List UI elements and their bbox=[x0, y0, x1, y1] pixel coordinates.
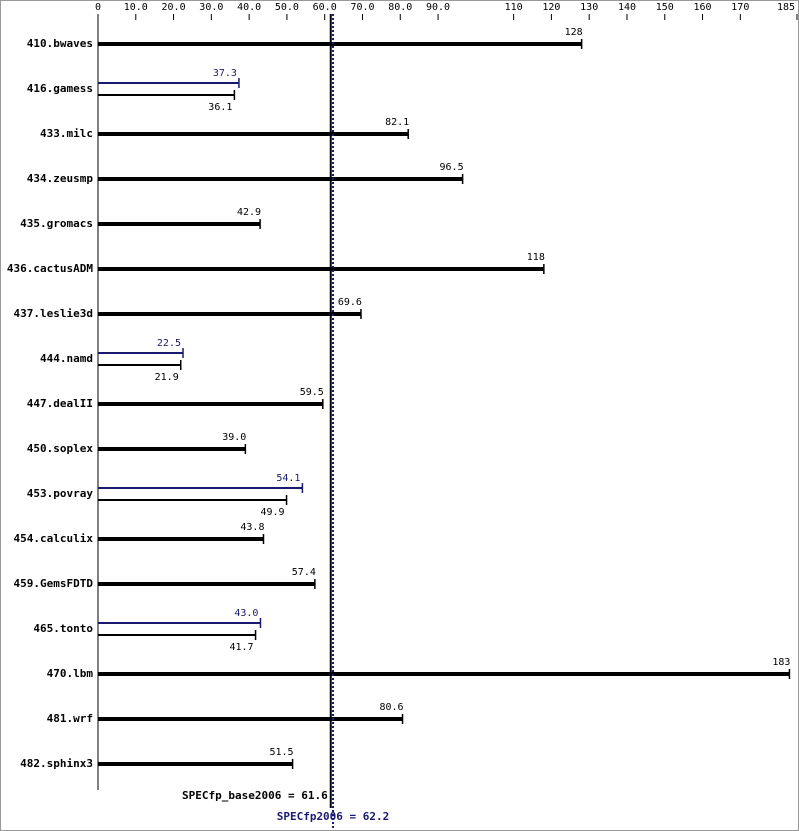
value-label: 183 bbox=[772, 657, 790, 668]
category-label: 410.bwaves bbox=[27, 37, 93, 50]
category-label: 482.sphinx3 bbox=[20, 757, 93, 770]
category-label: 454.calculix bbox=[14, 532, 94, 545]
category-label: 416.gamess bbox=[27, 82, 93, 95]
value-label: 82.1 bbox=[385, 117, 409, 128]
category-label: 433.milc bbox=[40, 127, 93, 140]
category-label: 453.povray bbox=[27, 487, 94, 500]
category-label: 435.gromacs bbox=[20, 217, 93, 230]
value-label: 59.5 bbox=[300, 387, 324, 398]
value-label: 128 bbox=[565, 27, 583, 38]
value-label: 49.9 bbox=[260, 507, 284, 518]
x-tick-label: 160 bbox=[694, 2, 712, 13]
x-tick-label: 10.0 bbox=[124, 2, 148, 13]
value-label: 51.5 bbox=[269, 747, 293, 758]
category-label: 434.zeusmp bbox=[27, 172, 94, 185]
category-label: 470.lbm bbox=[47, 667, 94, 680]
value-label: 41.7 bbox=[229, 642, 253, 653]
x-tick-label: 185 bbox=[777, 2, 795, 13]
value-label: 36.1 bbox=[208, 102, 232, 113]
x-tick-label: 150 bbox=[656, 2, 674, 13]
value-label: 54.1 bbox=[276, 473, 300, 484]
category-label: 459.GemsFDTD bbox=[14, 577, 94, 590]
x-tick-label: 80.0 bbox=[388, 2, 412, 13]
category-label: 465.tonto bbox=[33, 622, 93, 635]
category-label: 436.cactusADM bbox=[7, 262, 93, 275]
x-tick-label: 120 bbox=[542, 2, 560, 13]
value-label: 21.9 bbox=[155, 372, 179, 383]
value-label: 42.9 bbox=[237, 207, 261, 218]
value-label: 69.6 bbox=[338, 297, 362, 308]
x-tick-label: 140 bbox=[618, 2, 636, 13]
value-label: 22.5 bbox=[157, 338, 181, 349]
category-label: 447.dealII bbox=[27, 397, 93, 410]
category-label: 437.leslie3d bbox=[14, 307, 93, 320]
value-label: 37.3 bbox=[213, 68, 237, 79]
value-label: 39.0 bbox=[222, 432, 246, 443]
x-tick-label: 60.0 bbox=[313, 2, 337, 13]
x-tick-label: 70.0 bbox=[350, 2, 374, 13]
value-label: 118 bbox=[527, 252, 545, 263]
reference-label: SPECfp2006 = 62.2 bbox=[277, 810, 390, 823]
value-label: 43.0 bbox=[234, 608, 258, 619]
x-tick-label: 30.0 bbox=[199, 2, 223, 13]
x-tick-label: 130 bbox=[580, 2, 598, 13]
x-tick-label: 0 bbox=[95, 2, 101, 13]
x-tick-label: 170 bbox=[731, 2, 749, 13]
x-tick-label: 20.0 bbox=[162, 2, 186, 13]
value-label: 96.5 bbox=[440, 162, 464, 173]
category-label: 481.wrf bbox=[47, 712, 93, 725]
category-label: 450.soplex bbox=[27, 442, 94, 455]
value-label: 80.6 bbox=[379, 702, 403, 713]
value-label: 43.8 bbox=[240, 522, 264, 533]
value-label: 57.4 bbox=[292, 567, 316, 578]
x-tick-label: 40.0 bbox=[237, 2, 261, 13]
x-tick-label: 90.0 bbox=[426, 2, 450, 13]
x-tick-label: 110 bbox=[505, 2, 523, 13]
category-label: 444.namd bbox=[40, 352, 93, 365]
reference-label: SPECfp_base2006 = 61.6 bbox=[182, 789, 328, 802]
x-tick-label: 50.0 bbox=[275, 2, 299, 13]
